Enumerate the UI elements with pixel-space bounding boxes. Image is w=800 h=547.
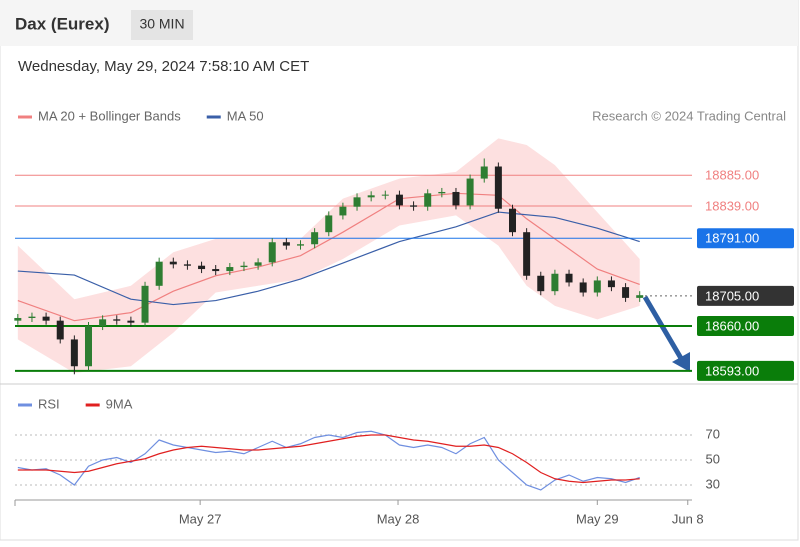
candle-body — [70, 339, 78, 367]
candle-body — [551, 273, 559, 292]
timeframe-box — [131, 10, 193, 40]
candle-body — [268, 242, 276, 263]
candle-body — [99, 319, 107, 327]
candle-body — [226, 267, 234, 272]
level-box — [697, 360, 794, 381]
y-tick-label: 30 — [706, 476, 720, 491]
source: Research © 2024 Trading Central — [592, 108, 786, 123]
candle-body — [84, 326, 92, 367]
ma-line — [17, 211, 640, 306]
legend-label: MA 50 — [227, 108, 264, 123]
candle-body — [452, 191, 460, 206]
candle-body — [523, 232, 531, 276]
candle-body — [607, 280, 615, 288]
x-tick-label: May 29 — [576, 511, 619, 526]
candle-body — [339, 206, 347, 216]
candle-body — [282, 242, 290, 246]
level-label: 18791.00 — [705, 231, 759, 246]
candle-body — [325, 215, 333, 233]
candle-body — [622, 287, 630, 298]
candle-body — [537, 275, 545, 292]
candle-body — [579, 282, 587, 293]
candle-body — [494, 166, 502, 209]
level-box — [697, 228, 794, 249]
candle-body — [42, 316, 50, 321]
rsi-line — [17, 430, 640, 491]
level-label: 18705.00 — [705, 288, 759, 303]
candle-body — [155, 261, 163, 286]
candle-body — [113, 319, 121, 321]
candle-body — [353, 197, 361, 207]
level-label: 18885.00 — [705, 168, 759, 183]
rsi-line — [17, 434, 640, 484]
candle-body — [183, 264, 191, 266]
candle-body — [240, 265, 248, 268]
level-label: 18660.00 — [705, 318, 759, 333]
title: Dax (Eurex) — [15, 14, 109, 33]
y-tick-label: 70 — [706, 426, 720, 441]
level-box — [697, 316, 794, 337]
candle-body — [480, 166, 488, 179]
level-label: 18839.00 — [705, 198, 759, 213]
candle-body — [381, 194, 389, 196]
candle-body — [141, 285, 149, 323]
y-tick-label: 50 — [706, 451, 720, 466]
legend-label: 9MA — [106, 396, 133, 411]
candle-body — [636, 295, 644, 298]
candle-body — [410, 205, 418, 207]
x-tick-label: May 27 — [179, 511, 222, 526]
forecast-arrowhead — [672, 352, 690, 372]
timeframe: 30 MIN — [139, 16, 184, 32]
candle-body — [311, 232, 319, 245]
candle-body — [296, 244, 304, 246]
timestamp: Wednesday, May 29, 2024 7:58:10 AM CET — [18, 58, 309, 75]
candle-body — [593, 280, 601, 293]
candle-body — [395, 194, 403, 206]
candle-body — [56, 320, 64, 340]
x-tick-label: May 28 — [377, 511, 420, 526]
candle-body — [367, 195, 375, 198]
bollinger-band — [17, 138, 640, 373]
candle-body — [127, 320, 135, 323]
candle-body — [466, 178, 474, 206]
header-bar — [0, 0, 798, 46]
candle-body — [169, 261, 177, 265]
x-tick-label: Jun 8 — [672, 511, 704, 526]
level-box — [697, 285, 794, 306]
candle-body — [254, 262, 262, 266]
candle-body — [509, 208, 517, 233]
candle-body — [198, 265, 206, 270]
candle-body — [212, 269, 220, 272]
legend-label: RSI — [38, 396, 60, 411]
forecast-arrow — [642, 295, 685, 362]
candle-body — [14, 317, 22, 321]
candle-body — [565, 273, 573, 283]
legend-label: MA 20 + Bollinger Bands — [38, 108, 181, 123]
candle-body — [438, 191, 446, 194]
candle-body — [28, 316, 36, 318]
candle-body — [424, 193, 432, 207]
level-label: 18593.00 — [705, 363, 759, 378]
